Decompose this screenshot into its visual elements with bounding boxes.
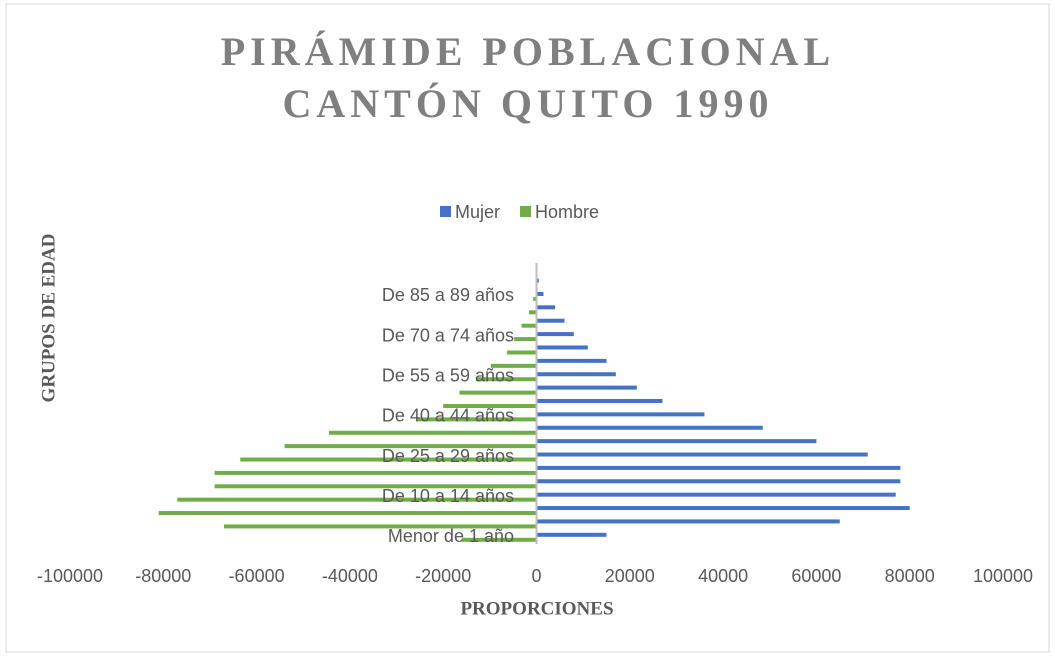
x-axis-label: PROPORCIONES (460, 598, 613, 619)
x-tick-label: 60000 (791, 566, 841, 586)
bar (514, 337, 536, 341)
bar (537, 533, 607, 537)
y-tick-label: De 40 a 44 años (382, 406, 514, 426)
x-tick-label: 80000 (885, 566, 935, 586)
bar (215, 471, 537, 475)
x-tick-label: -40000 (322, 566, 378, 586)
x-tick-label: 100000 (973, 566, 1033, 586)
x-tick-label: 20000 (605, 566, 655, 586)
x-tick-label: 40000 (698, 566, 748, 586)
y-tick-label: De 85 a 89 años (382, 285, 514, 305)
bar (537, 439, 817, 443)
legend-swatch (440, 206, 451, 217)
y-tick-label: De 10 a 14 años (382, 486, 514, 506)
bar (537, 453, 868, 457)
y-tick-label: De 25 a 29 años (382, 446, 514, 466)
legend-swatch (520, 206, 531, 217)
bar (522, 324, 537, 328)
bar (537, 399, 663, 403)
x-tick-label: 0 (531, 566, 541, 586)
bar (529, 310, 536, 314)
bar (537, 493, 896, 497)
bar (537, 466, 901, 470)
bar (537, 386, 637, 390)
bar (329, 431, 537, 435)
y-tick-label: De 55 a 59 años (382, 365, 514, 385)
bar (537, 359, 607, 363)
x-tick-label: -100000 (37, 566, 103, 586)
bar (537, 305, 556, 309)
bar (537, 412, 705, 416)
x-tick-label: -60000 (229, 566, 285, 586)
y-tick-label: Menor de 1 año (388, 526, 514, 546)
legend-label: Hombre (535, 202, 599, 222)
y-axis-label: GRUPOS DE EDAD (38, 234, 59, 403)
legend-label: Mujer (455, 202, 500, 222)
bar (507, 350, 536, 354)
bar (537, 519, 840, 523)
x-tick-label: -20000 (415, 566, 471, 586)
bar (537, 372, 616, 376)
bar (537, 332, 574, 336)
bar (460, 391, 537, 395)
y-tick-label: De 70 a 74 años (382, 325, 514, 345)
bar (537, 506, 910, 510)
bar (537, 292, 544, 296)
x-tick-label: -80000 (135, 566, 191, 586)
bar (537, 426, 763, 430)
bar (537, 479, 901, 483)
bar (537, 319, 565, 323)
bar (159, 511, 537, 515)
bar (537, 345, 588, 349)
chart-title: PIRÁMIDE POBLACIONAL CANTÓN QUITO 1990 (128, 26, 928, 130)
